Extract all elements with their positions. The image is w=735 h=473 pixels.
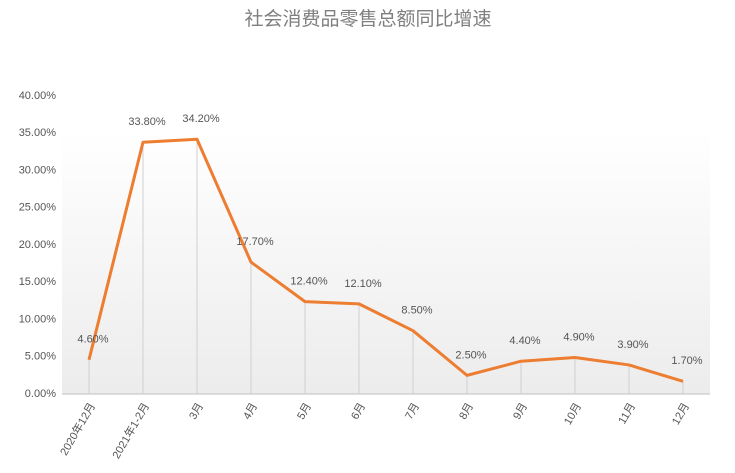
data-label: 8.50%	[401, 305, 432, 317]
line-series	[87, 137, 684, 383]
data-label: 17.70%	[236, 236, 274, 248]
data-label: 3.90%	[617, 339, 648, 351]
x-tick-label: 7月	[403, 401, 422, 422]
data-label: 4.40%	[509, 335, 540, 347]
y-tick-label: 30.00%	[19, 164, 57, 176]
x-tick-label: 3月	[187, 401, 206, 422]
data-label: 34.20%	[182, 113, 220, 125]
y-tick-label: 5.00%	[25, 351, 56, 363]
y-tick-label: 25.00%	[19, 202, 57, 214]
x-tick-label: 11月	[617, 401, 639, 426]
y-tick-label: 15.00%	[19, 276, 57, 288]
y-tick-label: 35.00%	[19, 127, 57, 139]
x-tick-label: 4月	[241, 401, 260, 422]
x-tick-label: 8月	[457, 401, 476, 422]
data-label: 12.10%	[344, 278, 382, 290]
y-tick-label: 0.00%	[25, 388, 56, 400]
data-label: 12.40%	[290, 276, 328, 288]
x-tick-label: 2021年1-2月	[109, 400, 152, 461]
x-tick-label: 2020年12月	[57, 400, 98, 458]
x-tick-label: 12月	[670, 401, 692, 427]
x-tick-label: 5月	[295, 401, 314, 422]
x-tick-label: 6月	[349, 401, 368, 422]
data-label: 2.50%	[455, 349, 486, 361]
x-tick-label: 9月	[511, 401, 530, 422]
plot-background	[62, 130, 710, 394]
x-tick-label: 10月	[562, 401, 584, 427]
y-tick-label: 10.00%	[19, 313, 57, 325]
y-tick-label: 40.00%	[19, 90, 57, 102]
y-tick-label: 20.00%	[19, 239, 57, 251]
data-label: 1.70%	[671, 355, 702, 367]
data-label: 4.60%	[77, 334, 108, 346]
data-label: 4.90%	[563, 331, 594, 343]
chart-title: 社会消费品零售总额同比增速	[244, 8, 491, 30]
data-label: 33.80%	[128, 116, 166, 128]
